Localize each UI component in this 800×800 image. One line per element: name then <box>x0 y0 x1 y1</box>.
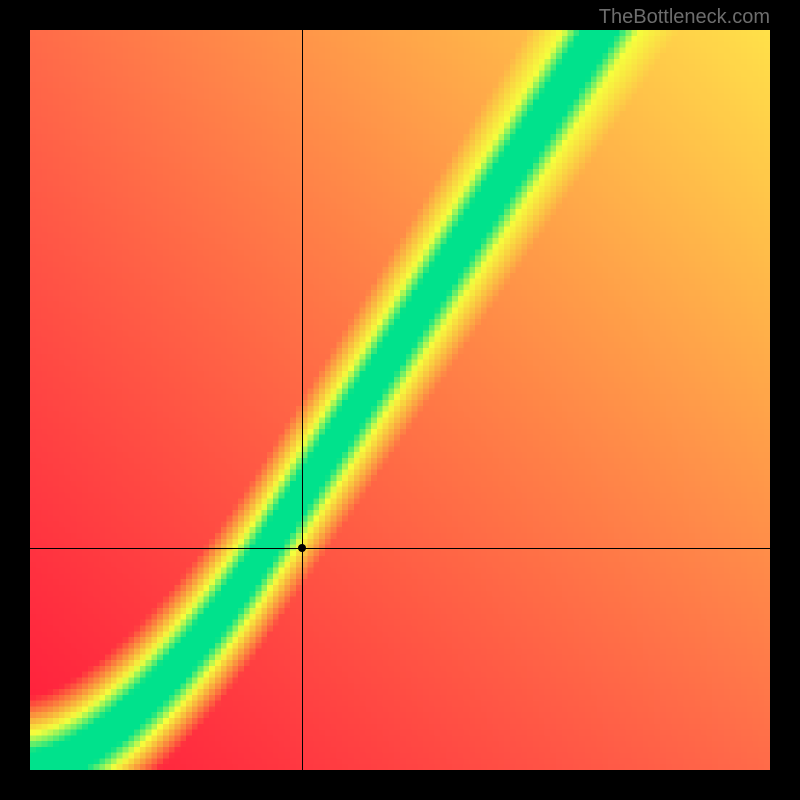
marker-dot <box>298 544 306 552</box>
crosshair-vertical <box>302 30 303 770</box>
heatmap-chart <box>30 30 770 770</box>
crosshair-horizontal <box>30 548 770 549</box>
heatmap-canvas <box>30 30 770 770</box>
watermark-text: TheBottleneck.com <box>599 6 770 29</box>
